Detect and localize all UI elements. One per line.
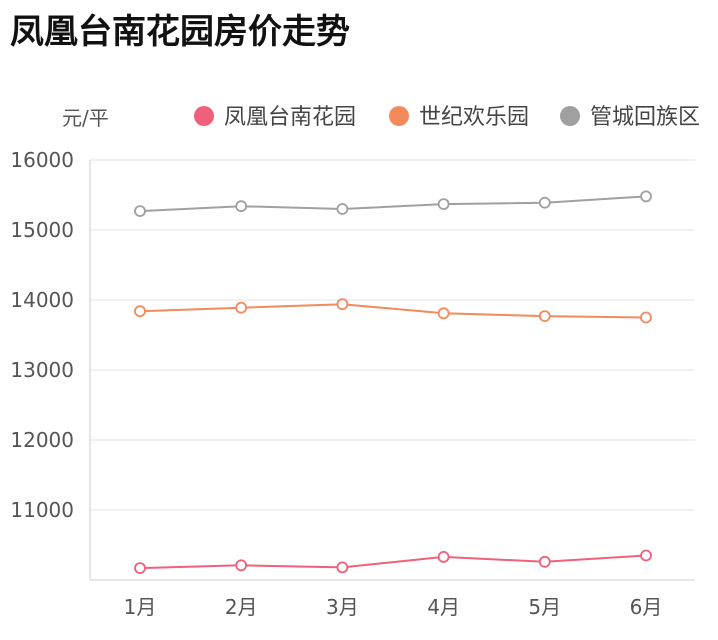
series-line xyxy=(139,195,647,213)
data-point[interactable] xyxy=(538,555,551,568)
data-point[interactable] xyxy=(336,203,349,215)
series-line xyxy=(139,554,647,570)
legend-item[interactable]: 世纪欢乐园 xyxy=(389,105,529,130)
y-tick-label: 16000 xyxy=(10,148,74,172)
data-point[interactable] xyxy=(134,305,146,318)
y-tick-label: 14000 xyxy=(10,288,74,312)
data-point[interactable] xyxy=(134,562,146,574)
x-tick-label: 1月 xyxy=(124,595,157,619)
y-axis-unit-label: 元/平 xyxy=(62,106,109,130)
y-tick-label: 13000 xyxy=(10,358,74,382)
legend: 凤凰台南花园 世纪欢乐园 管城回族区 xyxy=(194,105,700,130)
data-point[interactable] xyxy=(640,311,652,324)
data-point[interactable] xyxy=(437,551,450,563)
legend-label: 凤凰台南花园 xyxy=(224,105,356,130)
gridlines xyxy=(90,159,695,511)
legend-marker xyxy=(194,106,214,126)
y-tick-label: 12000 xyxy=(10,428,74,452)
data-point[interactable] xyxy=(640,190,652,203)
x-tick-label: 2月 xyxy=(225,595,258,619)
data-point[interactable] xyxy=(437,307,450,320)
data-point[interactable] xyxy=(235,200,248,213)
legend-label: 世纪欢乐园 xyxy=(419,105,529,130)
y-tick-label: 11000 xyxy=(10,498,74,522)
x-tick-label: 4月 xyxy=(427,595,460,619)
data-point[interactable] xyxy=(336,298,349,311)
data-point[interactable] xyxy=(235,301,248,314)
data-point[interactable] xyxy=(538,310,551,323)
data-point[interactable] xyxy=(336,561,349,574)
series-lines xyxy=(134,190,652,574)
legend-item[interactable]: 凤凰台南花园 xyxy=(194,105,356,130)
series-0 xyxy=(134,549,652,574)
legend-item[interactable]: 管城回族区 xyxy=(560,105,700,130)
x-tick-label: 5月 xyxy=(528,595,561,619)
data-point[interactable] xyxy=(538,196,551,209)
data-point[interactable] xyxy=(640,549,652,562)
data-point[interactable] xyxy=(437,198,450,211)
series-1 xyxy=(134,298,652,324)
x-tick-label: 6月 xyxy=(630,595,663,619)
x-tick-label: 3月 xyxy=(326,595,359,619)
data-point[interactable] xyxy=(134,205,146,218)
legend-label: 管城回族区 xyxy=(590,105,700,130)
series-line xyxy=(139,303,647,319)
data-point[interactable] xyxy=(235,559,248,572)
page-title: 凤凰台南花园房价走势 xyxy=(10,12,350,52)
y-tick-label: 15000 xyxy=(10,218,74,242)
legend-marker xyxy=(560,106,580,126)
series-2 xyxy=(134,190,652,218)
legend-marker xyxy=(389,106,409,126)
axes: 16000 15000 14000 13000 12000 11000 1月 2月 3月 4月 5月… xyxy=(10,106,695,619)
